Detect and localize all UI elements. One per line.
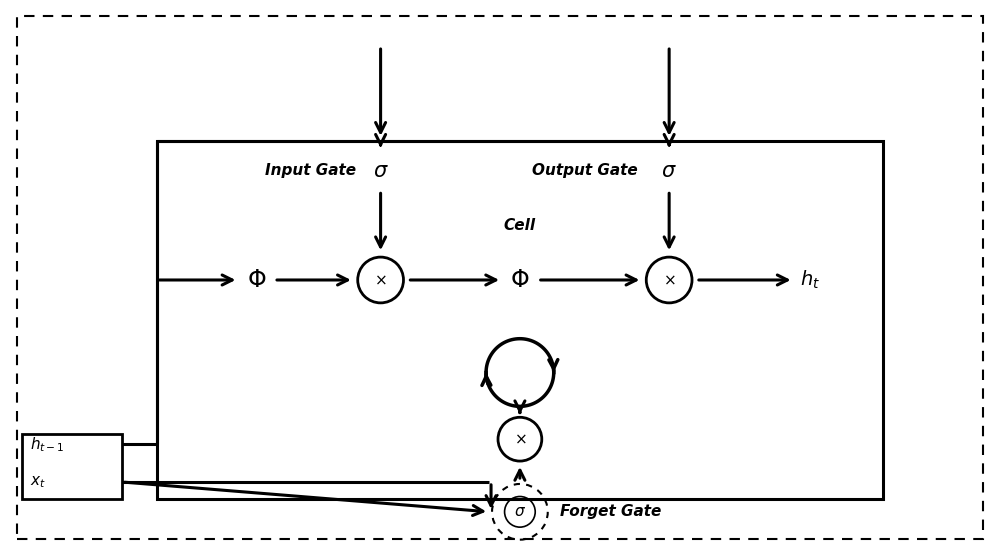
Text: $h_{t-1}$: $h_{t-1}$ bbox=[30, 435, 65, 453]
Bar bbox=[157, 140, 883, 499]
Text: $\sigma$: $\sigma$ bbox=[373, 160, 388, 180]
Text: $\Phi$: $\Phi$ bbox=[247, 268, 266, 292]
Text: Cell: Cell bbox=[504, 218, 536, 233]
Text: Input Gate: Input Gate bbox=[265, 163, 357, 178]
Text: $h_t$: $h_t$ bbox=[800, 269, 821, 291]
Text: Output Gate: Output Gate bbox=[532, 163, 637, 178]
Text: $\sigma$: $\sigma$ bbox=[661, 160, 677, 180]
Text: $\times$: $\times$ bbox=[663, 273, 675, 287]
Text: $\times$: $\times$ bbox=[514, 432, 526, 447]
Text: $\Phi$: $\Phi$ bbox=[510, 268, 530, 292]
Text: $x_t$: $x_t$ bbox=[30, 474, 46, 490]
Text: $\times$: $\times$ bbox=[374, 273, 387, 287]
Bar bbox=[22, 434, 122, 499]
Text: $\sigma$: $\sigma$ bbox=[514, 504, 526, 519]
Text: Forget Gate: Forget Gate bbox=[560, 504, 661, 519]
